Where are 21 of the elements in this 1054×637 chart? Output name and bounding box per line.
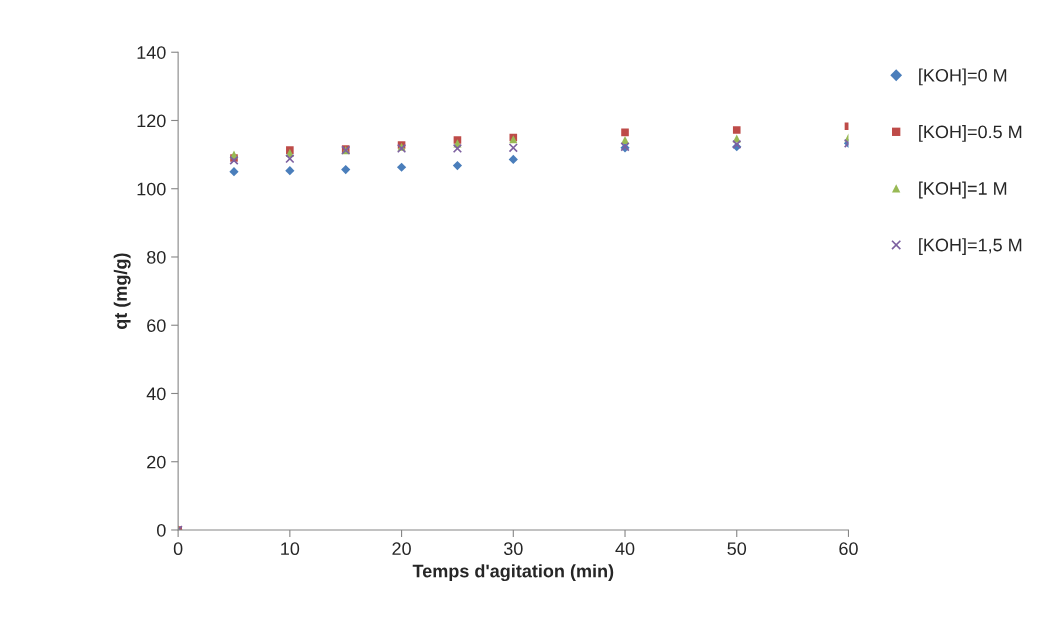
legend-label: [KOH]=0 M bbox=[919, 68, 1007, 86]
x-tick-label: 20 bbox=[392, 542, 411, 556]
y-tick-label: 80 bbox=[147, 250, 166, 264]
x-tick-label: 10 bbox=[281, 542, 300, 556]
x-axis-title: Temps d'agitation (min) bbox=[412, 564, 614, 582]
x-tick-label: 50 bbox=[727, 542, 747, 556]
legend-label: [KOH]=1 M bbox=[919, 181, 1007, 199]
y-tick-label: 100 bbox=[137, 182, 166, 196]
x-tick-label: 40 bbox=[615, 542, 635, 556]
y-tick-label: 60 bbox=[147, 319, 166, 332]
y-tick-label: 0 bbox=[156, 523, 166, 537]
y-tick-label: 20 bbox=[147, 455, 166, 469]
y-tick-label: 40 bbox=[146, 387, 166, 401]
x-tick-label: 30 bbox=[503, 542, 523, 556]
y-tick-label: 140 bbox=[137, 46, 166, 59]
y-axis-title: qt (mg/g) bbox=[113, 253, 131, 329]
legend-label: [KOH]=1,5 M bbox=[919, 238, 1022, 255]
x-tick-label: 0 bbox=[173, 542, 183, 556]
y-tick-label: 120 bbox=[137, 114, 166, 128]
x-tick-label: 60 bbox=[839, 542, 858, 556]
legend-label: [KOH]=0.5 M bbox=[919, 125, 1022, 142]
